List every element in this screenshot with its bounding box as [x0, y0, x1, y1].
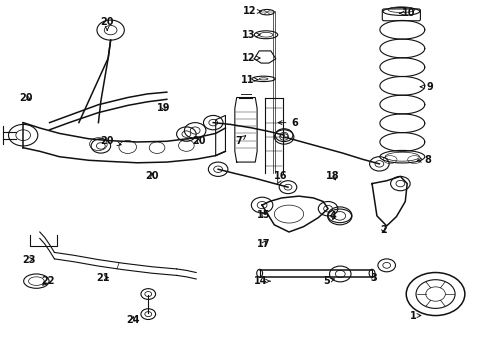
Text: 18: 18 [326, 171, 340, 181]
Text: 21: 21 [97, 273, 110, 283]
Text: 20: 20 [146, 171, 159, 181]
Text: 10: 10 [399, 8, 416, 18]
Text: 12: 12 [242, 53, 260, 63]
Text: 20: 20 [192, 136, 205, 145]
Text: 24: 24 [126, 315, 139, 325]
Text: 13: 13 [242, 30, 260, 40]
Text: 2: 2 [380, 225, 387, 235]
Text: 22: 22 [41, 276, 54, 286]
Text: 3: 3 [370, 273, 377, 283]
Text: 12: 12 [243, 6, 261, 17]
Text: 19: 19 [157, 103, 171, 113]
Text: 4: 4 [330, 211, 336, 221]
Text: 20: 20 [100, 136, 121, 145]
Text: 6: 6 [278, 118, 298, 128]
Text: 23: 23 [22, 255, 36, 265]
Text: 20: 20 [100, 17, 114, 30]
Text: 1: 1 [410, 311, 421, 320]
Text: 5: 5 [324, 276, 335, 286]
Text: 7: 7 [236, 136, 245, 145]
Text: 9: 9 [420, 82, 433, 92]
Text: 14: 14 [254, 276, 270, 286]
Text: 11: 11 [241, 75, 258, 85]
Text: 16: 16 [274, 171, 288, 184]
Text: 17: 17 [257, 239, 270, 249]
Text: 15: 15 [257, 210, 270, 220]
Text: 20: 20 [19, 93, 33, 103]
Text: 8: 8 [417, 155, 431, 165]
